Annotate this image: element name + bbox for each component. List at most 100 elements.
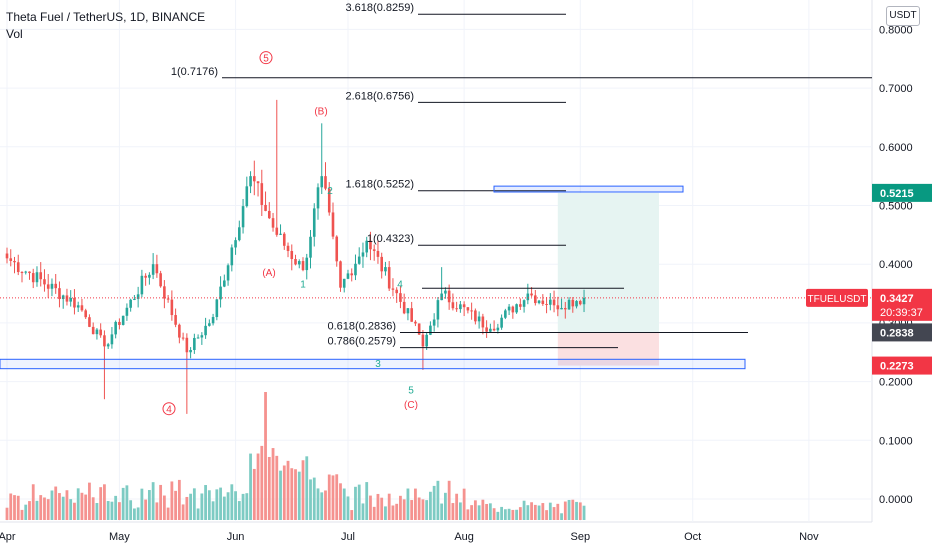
volume-bar <box>204 485 207 520</box>
volume-bar <box>462 488 466 520</box>
candle-body <box>342 278 346 288</box>
candle-body <box>39 272 43 280</box>
candle-body <box>339 261 342 288</box>
candle-body <box>65 295 69 302</box>
candle-body <box>129 299 132 308</box>
symbol-tag <box>806 288 868 307</box>
candle-body <box>99 329 102 336</box>
volume-bar <box>451 503 455 520</box>
candle-body <box>181 337 185 339</box>
candle-body <box>185 337 189 353</box>
volume-bar <box>252 468 256 520</box>
volume-bar <box>312 477 316 520</box>
candle-body <box>260 183 264 205</box>
volume-bar <box>106 501 110 520</box>
volume-bar <box>174 490 178 520</box>
volume-bar <box>320 492 324 520</box>
price-tick-label: 0.0000 <box>879 494 913 506</box>
wave-label: (B) <box>314 107 327 118</box>
candle-body <box>402 301 406 314</box>
candle-body <box>264 204 267 211</box>
candle-body <box>219 286 222 300</box>
candle-body <box>211 317 215 324</box>
volume-bar <box>136 507 140 520</box>
volume-bar <box>518 507 522 520</box>
candle-body <box>73 297 76 308</box>
volume-bar <box>365 482 369 520</box>
candle-body <box>564 308 567 310</box>
candle-body <box>575 301 578 307</box>
volume-bar <box>230 484 234 520</box>
candle-body <box>380 256 383 272</box>
volume-bar <box>500 506 504 520</box>
time-tick-label: Oct <box>684 531 701 543</box>
volume-bar <box>481 499 485 520</box>
candle-body <box>58 288 61 300</box>
candle-body <box>560 308 563 310</box>
volume-bar <box>485 503 489 520</box>
volume-bar <box>301 460 305 520</box>
volume-bar <box>372 506 376 520</box>
candle-body <box>477 316 481 322</box>
volume-bar <box>192 488 196 520</box>
fib-level-label: 1(0.7176) <box>171 66 218 78</box>
volume-bar <box>530 502 533 520</box>
volume-bar <box>222 496 226 520</box>
stop-price-label: 0.2273 <box>880 361 914 373</box>
candle-body <box>451 302 455 309</box>
volume-bar <box>219 487 222 520</box>
volume-bar <box>470 505 474 520</box>
volume-bar <box>256 453 260 520</box>
candle-body <box>305 257 309 271</box>
candle-body <box>534 295 537 304</box>
volume-bar <box>69 499 73 520</box>
fib-level-label: 0.786(0.2579) <box>328 336 397 348</box>
candle-body <box>110 334 114 345</box>
candle-body <box>582 297 586 305</box>
candle-body <box>500 317 503 328</box>
candle-body <box>121 315 125 325</box>
currency-button[interactable]: USDT <box>886 6 920 26</box>
volume-bar <box>91 497 95 520</box>
target-box <box>493 185 684 193</box>
fib-level-label: 1.618(0.5252) <box>346 179 415 191</box>
candle-body <box>346 273 350 279</box>
candle-body <box>275 227 279 235</box>
countdown-label: 20:39:37 <box>880 307 923 319</box>
candle-body <box>406 308 410 314</box>
candle-body <box>354 263 357 276</box>
candle-body <box>215 299 219 318</box>
volume-bar <box>129 500 133 520</box>
volume-bar <box>46 499 50 520</box>
volume-bar <box>147 490 151 520</box>
candle-body <box>320 176 324 188</box>
candle-body <box>125 307 129 316</box>
candle-body <box>466 307 470 311</box>
volume-bar <box>28 501 31 520</box>
volume-bar <box>346 496 350 520</box>
volume-bar <box>402 499 406 520</box>
support-box <box>0 358 746 370</box>
candle-body <box>148 274 151 278</box>
stop-zone <box>557 332 659 366</box>
candle-body <box>103 335 106 347</box>
candle-body <box>519 304 522 307</box>
candle-body <box>474 310 477 322</box>
candle-body <box>297 261 301 265</box>
candle-body <box>350 273 354 276</box>
volume-bar <box>290 468 294 520</box>
candle-body <box>395 289 398 294</box>
price-tick-label: 0.6000 <box>879 142 913 154</box>
candle-body <box>417 323 421 335</box>
candle-body <box>140 275 144 295</box>
volume-bar <box>526 505 530 520</box>
volume-bar <box>436 480 440 520</box>
candle-body <box>245 186 249 207</box>
volume-bar <box>24 504 28 520</box>
candle-body <box>489 328 492 332</box>
volume-bar <box>324 490 327 520</box>
candle-body <box>410 308 413 322</box>
candle-body <box>5 253 9 259</box>
